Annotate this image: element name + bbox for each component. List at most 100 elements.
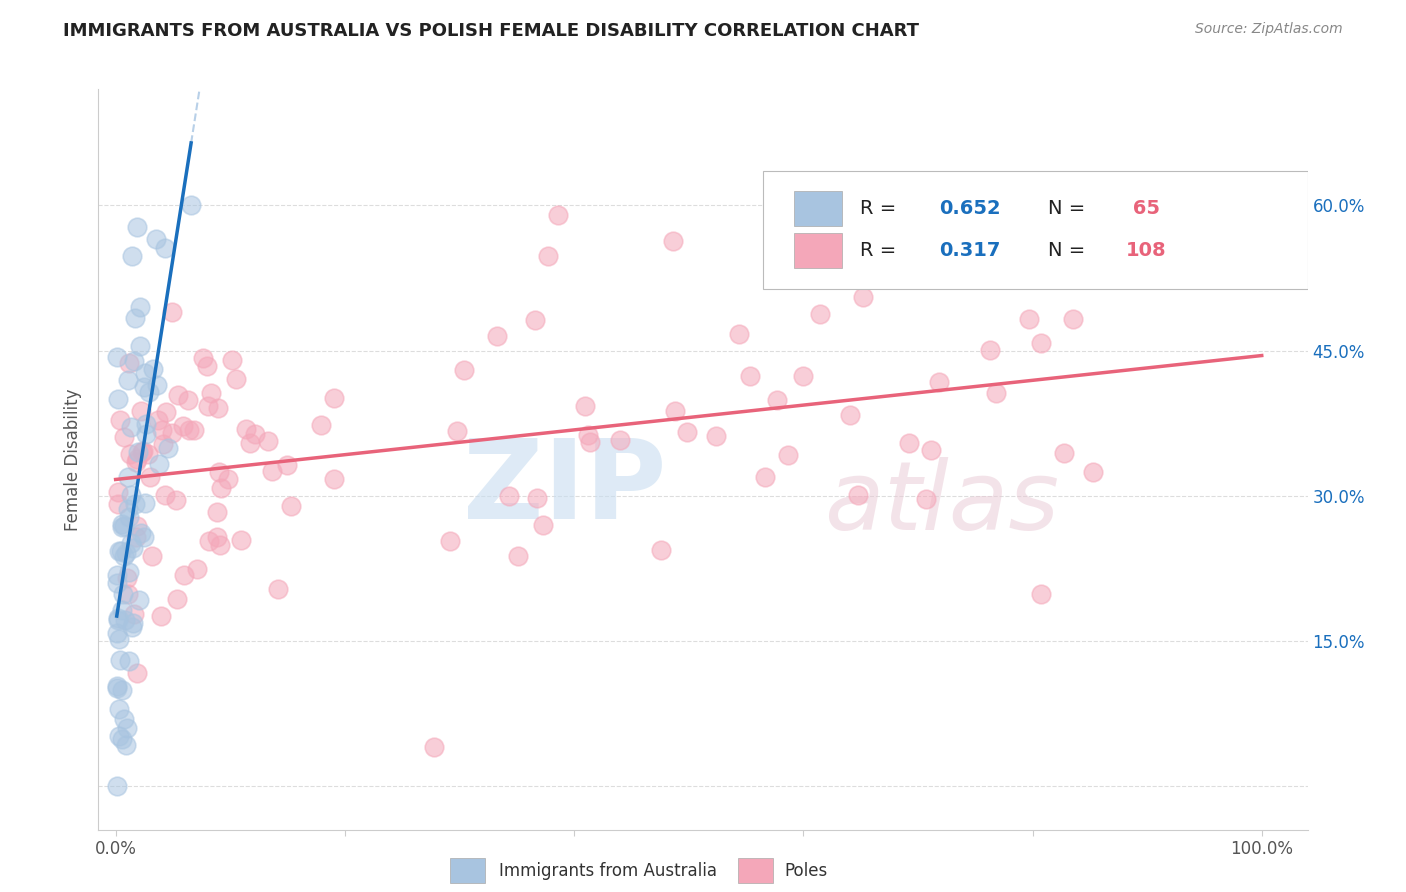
Point [135,427,157,442]
Point [108,632,131,646]
Point [129,339,152,353]
Point [754,469,776,483]
Point [121,249,143,263]
Point [839,409,862,423]
Point [125,530,148,544]
Point [118,355,141,369]
Point [728,326,751,341]
Point [108,653,131,667]
Point [145,232,167,246]
Point [439,533,461,548]
Point [792,369,814,384]
Point [132,444,155,458]
Point [141,549,163,563]
Point [179,423,201,437]
Point [107,544,129,558]
Point [508,549,530,564]
Point [134,529,156,543]
Point [127,445,149,459]
Point [485,329,508,343]
Point [128,300,150,314]
Point [115,546,138,560]
Point [966,225,988,239]
Point [526,491,548,505]
Point [217,471,239,485]
Text: N =: N = [1047,241,1091,260]
Point [107,611,129,625]
Text: 108: 108 [1126,241,1167,260]
Point [112,519,135,533]
Point [984,386,1007,401]
Point [195,359,218,374]
Point [531,518,554,533]
Point [323,472,346,486]
Point [446,424,468,438]
Point [1063,312,1085,326]
Point [197,399,219,413]
Point [198,533,221,548]
Point [128,593,150,607]
Point [766,392,789,407]
Point [662,234,685,248]
Point [664,404,686,418]
Point [121,620,143,634]
Point [105,779,128,793]
Point [111,682,134,697]
Point [131,445,153,459]
Point [537,249,560,263]
Point [107,497,129,511]
Point [121,541,143,556]
Point [453,363,475,377]
Point [117,587,139,601]
Text: IMMIGRANTS FROM AUSTRALIA VS POLISH FEMALE DISABILITY CORRELATION CHART: IMMIGRANTS FROM AUSTRALIA VS POLISH FEMA… [63,22,920,40]
Point [152,437,174,451]
Point [111,519,134,533]
Point [120,488,142,502]
Point [208,466,231,480]
Text: Source: ZipAtlas.com: Source: ZipAtlas.com [1195,22,1343,37]
Point [125,455,148,469]
Point [124,311,146,326]
Point [498,489,520,503]
Point [132,380,155,394]
Point [191,351,214,365]
Text: 65: 65 [1126,199,1160,218]
Point [523,313,546,327]
FancyBboxPatch shape [763,170,1308,289]
Point [122,615,145,630]
Point [579,435,602,450]
Point [107,484,129,499]
Y-axis label: Female Disability: Female Disability [65,388,83,531]
Point [1031,587,1053,601]
Point [804,242,827,256]
Point [920,443,942,458]
Point [105,681,128,695]
Point [1029,335,1052,350]
Point [107,613,129,627]
Point [112,713,135,727]
Text: 0.652: 0.652 [939,199,1001,218]
Text: ZIP: ZIP [464,435,666,542]
Point [127,665,149,680]
FancyBboxPatch shape [794,233,842,268]
Point [120,420,142,434]
Point [738,368,761,383]
Point [114,614,136,628]
Point [205,505,228,519]
Point [129,404,152,418]
Point [311,417,333,432]
Point [108,730,131,744]
Point [915,492,938,507]
Point [225,371,247,385]
Point [574,400,596,414]
Text: R =: R = [860,199,903,218]
Point [186,562,208,576]
Point [675,425,697,440]
Point [155,241,177,255]
Point [276,458,298,472]
Point [160,305,183,319]
Point [167,387,190,401]
Point [776,448,799,462]
Point [105,350,128,364]
Point [111,517,134,532]
